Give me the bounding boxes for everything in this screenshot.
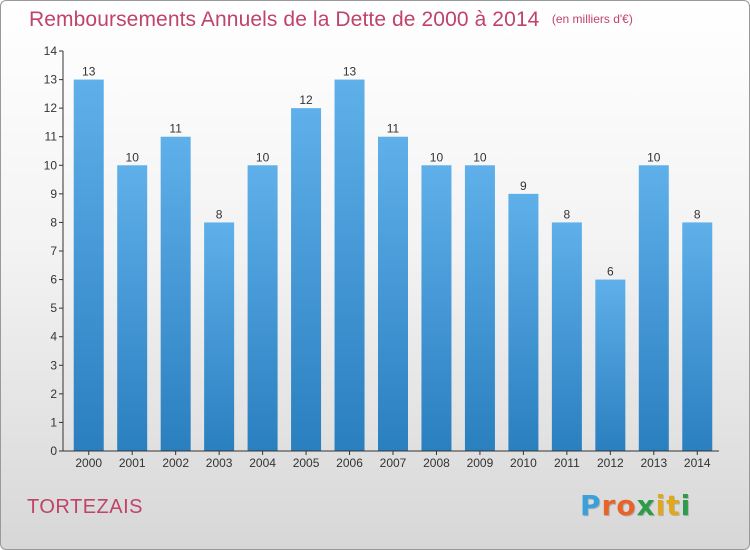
- x-tick-label: 2014: [684, 456, 711, 470]
- y-tick-label: 14: [44, 44, 58, 58]
- y-tick-label: 4: [50, 330, 57, 344]
- bar: [508, 193, 539, 451]
- chart-title-main: Remboursements Annuels de la Dette de 20…: [29, 8, 540, 31]
- y-tick-label: 7: [50, 244, 57, 258]
- y-tick-label: 11: [45, 130, 58, 144]
- bar: [73, 79, 104, 452]
- x-tick-label: 2003: [206, 456, 233, 470]
- logo-letter: t: [666, 489, 681, 522]
- bar-value-label: 8: [216, 207, 223, 221]
- commune-name: TORTEZAIS: [27, 496, 144, 518]
- chart-title: Remboursements Annuels de la Dette de 20…: [29, 8, 633, 32]
- bar: [117, 165, 148, 452]
- y-tick-label: 6: [50, 273, 57, 287]
- bar: [204, 222, 235, 451]
- bar-value-label: 9: [520, 179, 527, 193]
- bar-value-label: 10: [430, 150, 444, 164]
- bar-value-label: 12: [299, 93, 313, 107]
- x-tick-label: 2009: [467, 456, 494, 470]
- bar: [464, 165, 495, 452]
- bars: [73, 79, 713, 452]
- x-tick-label: 2005: [293, 456, 320, 470]
- x-axis: 2000 2001 2002 2003 2004 2005 2006 2007 2008 2009…: [63, 450, 719, 470]
- bar-value-label: 6: [607, 265, 614, 279]
- y-tick-label: 1: [50, 415, 57, 429]
- bar-value-label: 11: [169, 122, 182, 136]
- y-tick-label: 12: [44, 101, 58, 115]
- x-tick-label: 2007: [380, 456, 407, 470]
- bar: [334, 79, 365, 452]
- y-tick-label: 0: [50, 444, 57, 458]
- bar-value-label: 11: [387, 122, 400, 136]
- y-tick-label: 5: [50, 301, 57, 315]
- bar: [421, 165, 452, 452]
- x-tick-label: 2012: [597, 456, 624, 470]
- x-tick-label: 2001: [119, 456, 146, 470]
- bar: [247, 165, 278, 452]
- bar-value-label: 8: [564, 207, 571, 221]
- chart-title-unit: (en milliers d'€): [551, 12, 633, 26]
- x-tick-label: 2004: [249, 456, 276, 470]
- bar: [378, 136, 408, 451]
- logo-letter: x: [636, 489, 656, 522]
- logo-letter: o: [616, 489, 637, 522]
- y-tick-label: 13: [44, 73, 58, 87]
- logo-letter: r: [601, 489, 617, 522]
- y-tick-label: 10: [44, 158, 58, 172]
- x-tick-label: 2010: [510, 456, 537, 470]
- logo-letter: P: [580, 489, 602, 522]
- bar: [160, 136, 191, 451]
- bar-value-label: 10: [473, 150, 487, 164]
- x-tick-label: 2011: [554, 456, 580, 470]
- bar: [291, 108, 322, 452]
- logo-letter: i: [680, 489, 692, 522]
- bar-value-label: 10: [256, 150, 270, 164]
- y-tick-label: 2: [50, 387, 57, 401]
- bar-value-label: 8: [694, 207, 701, 221]
- x-tick-label: 2013: [640, 456, 667, 470]
- x-tick-label: 2000: [75, 456, 102, 470]
- bar-value-label: 13: [82, 65, 96, 79]
- x-tick-label: 2006: [336, 456, 363, 470]
- data-labels: 13 10 11 8 10 12 13 11 10 10 9 8 6 10 8: [82, 65, 701, 279]
- bar: [551, 222, 582, 451]
- bar-value-label: 10: [647, 150, 661, 164]
- bar: [638, 165, 669, 452]
- bar-value-label: 10: [126, 150, 140, 164]
- y-tick-label: 3: [50, 358, 57, 372]
- x-tick-label: 2002: [162, 456, 189, 470]
- bar-value-label: 13: [343, 65, 357, 79]
- x-tick-label: 2008: [423, 456, 450, 470]
- logo-letter: i: [655, 489, 667, 522]
- y-tick-label: 9: [50, 187, 57, 201]
- bar: [682, 222, 713, 451]
- proxiti-logo: Proxiti: [580, 489, 691, 522]
- bar: [595, 279, 626, 451]
- y-tick-label: 8: [50, 215, 57, 229]
